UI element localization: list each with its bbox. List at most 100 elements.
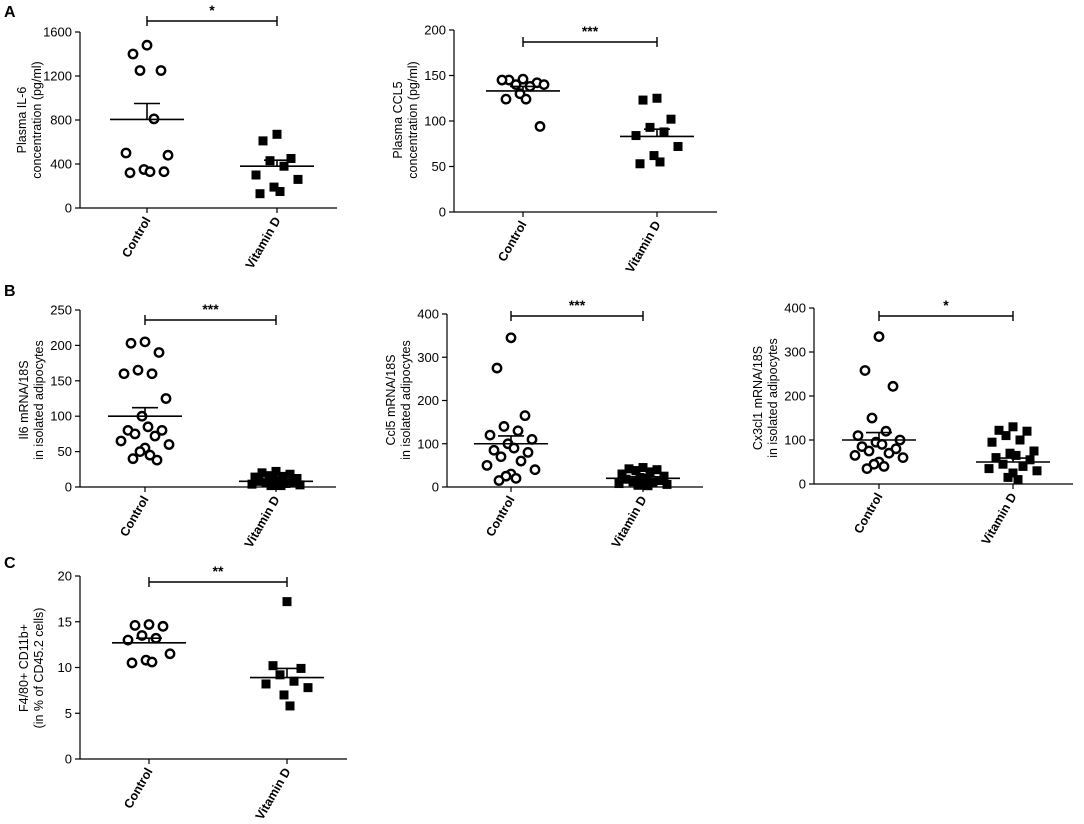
data-point <box>529 464 541 476</box>
data-point <box>139 336 151 348</box>
y-axis-label-line: concentration (pg/ml) <box>406 61 420 178</box>
chart-1: 0 400 800 1200 1600 Control Vitamin D Plasma IL… <box>15 2 337 271</box>
data-point <box>519 410 531 422</box>
y-tick-label: 10 <box>58 660 72 675</box>
data-point <box>883 447 895 459</box>
data-point <box>155 65 167 76</box>
data-point <box>861 463 873 474</box>
y-tick-label: 100 <box>417 436 439 451</box>
y-axis-label: Cx3cl1 mRNA/18Sin isolated adipocytes <box>751 338 780 458</box>
data-point <box>866 412 878 424</box>
y-axis-label: Plasma IL-6concentration (pg/ml) <box>15 61 44 178</box>
data-point <box>849 449 861 461</box>
data-point <box>142 421 154 433</box>
data-point <box>158 166 170 178</box>
y-tick-label: 400 <box>784 301 806 316</box>
data-point <box>488 444 500 456</box>
data-point <box>149 430 161 442</box>
data-point <box>1032 466 1042 476</box>
y-tick-label: 5 <box>65 706 72 721</box>
data-point <box>255 189 265 199</box>
y-axis-label: Il6 mRNA/18Sin isolated adipocytes <box>17 340 46 460</box>
x-category-label: Control <box>121 766 155 811</box>
significance-label: * <box>943 297 949 313</box>
y-tick-label: 400 <box>50 157 72 172</box>
y-axis-label-line: Plasma CCL5 <box>391 81 405 158</box>
panel-label-c: C <box>4 555 16 572</box>
data-point <box>1001 431 1011 441</box>
y-axis-label-line: (in % of CD45.2 cells) <box>32 608 46 729</box>
data-point <box>1029 446 1039 456</box>
data-point <box>281 478 291 488</box>
data-point <box>157 620 169 632</box>
data-point <box>987 437 997 447</box>
y-axis-label-line: Plasma IL-6 <box>15 87 29 154</box>
data-point <box>624 464 634 474</box>
data-point <box>272 129 282 139</box>
data-point <box>887 380 899 392</box>
x-category-label: Vitamin D <box>609 494 650 551</box>
data-point <box>508 442 520 454</box>
data-point <box>648 478 658 488</box>
data-point <box>275 187 285 196</box>
y-tick-label: 300 <box>784 345 806 360</box>
data-point <box>496 74 508 86</box>
data-point <box>1018 461 1028 471</box>
data-point <box>673 141 683 151</box>
y-axis-label: F4/80+ CD11b+(in % of CD45.2 cells) <box>17 608 46 729</box>
y-tick-label: 200 <box>424 23 446 38</box>
data-point <box>1008 468 1018 478</box>
data-point <box>125 337 137 349</box>
y-axis-label-line: in isolated adipocytes <box>32 340 46 460</box>
data-point <box>859 365 871 376</box>
significance-bracket <box>148 577 288 587</box>
significance-bracket <box>146 16 278 26</box>
data-point <box>146 656 158 668</box>
data-point <box>126 657 138 669</box>
data-point <box>160 393 172 404</box>
charts-group: 0 400 800 1200 1600 Control Vitamin D Plasma IL… <box>15 2 1073 822</box>
data-point <box>146 368 158 380</box>
data-point <box>1015 435 1025 445</box>
data-point <box>484 429 496 441</box>
y-tick-label: 50 <box>432 159 446 174</box>
data-point <box>649 151 659 161</box>
data-point <box>132 364 144 376</box>
y-tick-label: 50 <box>58 444 72 459</box>
data-point <box>510 472 522 484</box>
data-point <box>129 620 141 631</box>
data-point <box>271 466 281 476</box>
y-tick-label: 250 <box>50 303 72 318</box>
data-point <box>493 475 505 486</box>
y-tick-label: 100 <box>424 114 446 129</box>
data-point <box>268 661 278 671</box>
data-point <box>655 157 665 167</box>
data-point <box>512 425 524 437</box>
y-tick-label: 1600 <box>43 25 72 40</box>
data-point <box>258 136 268 146</box>
x-category-label: Control <box>495 219 529 264</box>
data-point <box>266 481 276 491</box>
data-point <box>129 428 141 440</box>
data-point <box>522 446 534 458</box>
significance-label: ** <box>213 563 224 579</box>
data-point <box>621 474 631 484</box>
y-tick-label: 200 <box>50 338 72 353</box>
data-point <box>247 479 257 489</box>
data-point <box>652 465 662 475</box>
data-point <box>134 446 146 457</box>
x-category-label: Control <box>119 215 153 260</box>
data-point <box>1013 475 1023 485</box>
x-category-label: Vitamin D <box>979 491 1020 548</box>
significance-label: *** <box>582 23 599 39</box>
data-point <box>115 435 127 447</box>
data-point <box>526 434 538 445</box>
data-point <box>120 147 132 159</box>
data-point <box>124 167 136 179</box>
data-point <box>1008 422 1018 432</box>
y-tick-label: 100 <box>50 409 72 424</box>
significance-label: *** <box>202 301 219 317</box>
data-point <box>498 421 510 432</box>
data-point <box>500 93 512 105</box>
